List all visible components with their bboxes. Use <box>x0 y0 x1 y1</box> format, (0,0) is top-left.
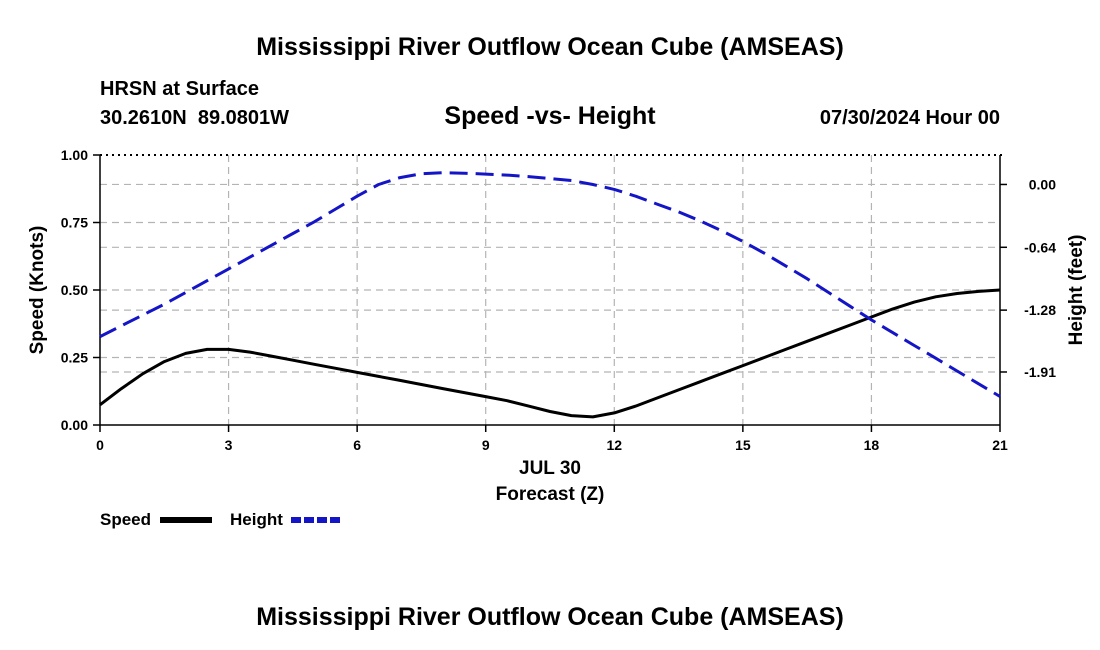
legend-height-label: Height <box>230 510 283 529</box>
y-axis-title-left: Speed (Knots) <box>27 226 48 355</box>
chart-title: Speed -vs- Height <box>444 102 656 130</box>
x-tick-label: 6 <box>353 437 361 453</box>
series-line-speed <box>99 288 1001 419</box>
x-tick-label: 21 <box>992 437 1008 453</box>
y-tick-labels-right: 0.00 -0.64 -1.28 -1.91 <box>1024 176 1056 380</box>
x-tick-labels: 0 3 6 9 12 15 18 21 <box>96 437 1008 453</box>
y-tick-label-left: 0.25 <box>61 350 88 366</box>
date-label: 07/30/2024 Hour 00 <box>820 107 1000 129</box>
top-title: Mississippi River Outflow Ocean Cube (AM… <box>256 33 844 61</box>
y-tick-label-right: -0.64 <box>1024 239 1056 255</box>
y-axis-title-right: Height (feet) <box>1066 235 1087 346</box>
legend: Speed Height <box>100 510 343 529</box>
y-tick-label-right: 0.00 <box>1029 176 1056 192</box>
bottom-title: Mississippi River Outflow Ocean Cube (AM… <box>256 603 844 631</box>
grid <box>100 155 1000 425</box>
y-tick-label-left: 1.00 <box>61 147 88 163</box>
x-tick-label: 9 <box>482 437 490 453</box>
station-label: HRSN at Surface <box>100 78 259 100</box>
x-tick-label: 0 <box>96 437 104 453</box>
legend-speed-label: Speed <box>100 510 151 529</box>
x-tick-label: 18 <box>864 437 880 453</box>
x-tick-label: 15 <box>735 437 751 453</box>
y-tick-label-left: 0.00 <box>61 417 88 433</box>
axes <box>93 154 1007 432</box>
y-tick-labels-left: 0.00 0.25 0.50 0.75 1.00 <box>61 147 88 433</box>
series-line-height <box>99 171 1001 398</box>
y-tick-label-right: -1.28 <box>1024 302 1056 318</box>
x-date-label: JUL 30 <box>519 458 581 479</box>
x-tick-label: 12 <box>606 437 622 453</box>
x-tick-label: 3 <box>225 437 233 453</box>
y-tick-label-left: 0.50 <box>61 282 88 298</box>
x-axis-title: Forecast (Z) <box>496 484 605 505</box>
y-tick-label-right: -1.91 <box>1024 364 1056 380</box>
y-tick-label-left: 0.75 <box>61 215 88 231</box>
coords-label: 30.2610N 89.0801W <box>100 107 289 129</box>
series-group <box>99 171 1001 419</box>
